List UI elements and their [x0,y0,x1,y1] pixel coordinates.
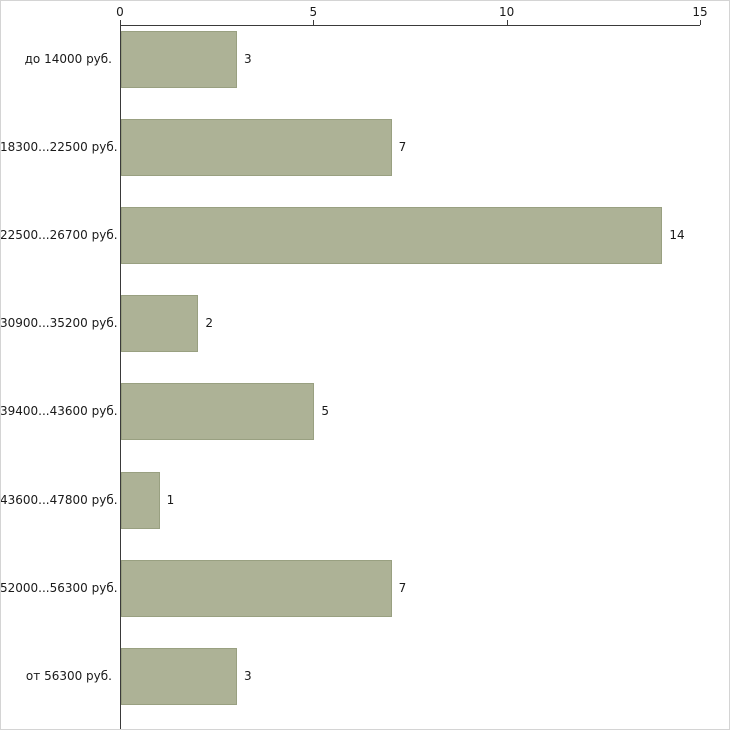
category-label: до 14000 руб. [24,52,112,66]
x-tick-label: 15 [692,5,708,19]
value-label: 14 [669,228,685,243]
category-label: 30900...35200 руб. [0,316,118,331]
bar [121,119,392,177]
x-tick-label: 10 [499,5,515,19]
value-label: 2 [205,316,213,331]
category-label: 39400...43600 руб. [0,404,118,419]
bar [121,207,663,265]
bar [121,295,199,353]
category-label: 43600...47800 руб. [0,492,118,507]
bar-row: до 14000 руб. 3 [0,25,730,113]
x-tick-label: 0 [116,5,124,19]
value-label: 7 [398,140,407,155]
bar-row: 43600...47800 руб. 1 [0,466,730,554]
category-label: 52000...56300 руб. [0,580,118,595]
x-tick-mark [120,20,121,25]
bar-row: 52000...56300 руб. 7 [0,554,730,642]
bar-row: 39400...43600 руб. 5 [0,377,730,465]
value-label: 1 [166,492,175,507]
bar [121,647,237,705]
value-label: 3 [244,668,252,683]
x-tick-mark [700,20,701,25]
bar-row: 30900...35200 руб. 2 [0,289,730,377]
bar [121,559,392,617]
y-axis-line [120,25,121,730]
category-label: от 56300 руб. [25,668,112,683]
x-tick-mark [506,20,508,25]
bar [121,471,160,529]
bar [121,383,315,441]
x-axis-line [120,25,700,26]
bar-row: 22500...26700 руб. 14 [0,201,730,289]
bar-row: 18300...22500 руб. 7 [0,113,730,201]
bar [121,31,237,88]
x-tick-mark [313,20,315,25]
value-label: 3 [244,52,252,66]
category-label: 18300...22500 руб. [0,140,118,155]
value-label: 5 [321,404,329,419]
bar-row: от 56300 руб. 3 [0,642,730,730]
value-label: 7 [398,580,407,595]
category-label: 22500...26700 руб. [0,228,118,243]
x-tick-label: 5 [309,5,318,19]
